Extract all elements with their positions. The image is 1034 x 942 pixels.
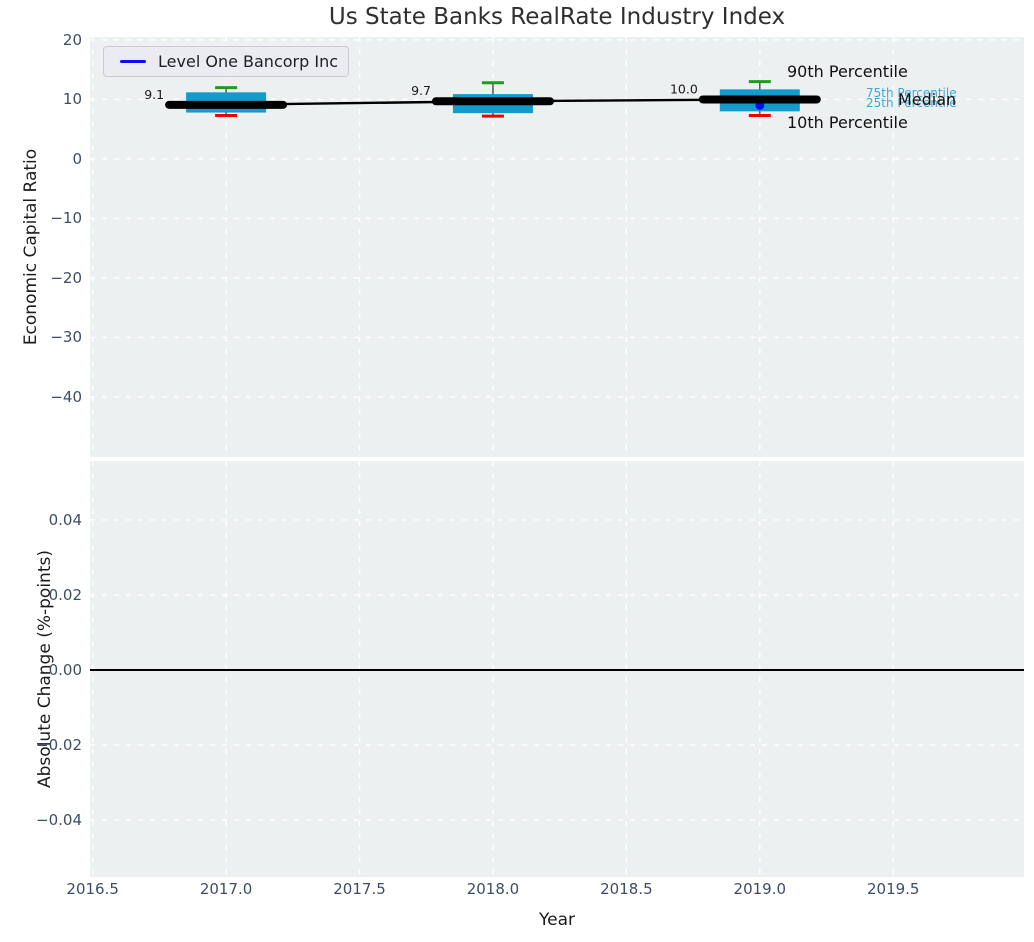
x-axis-label: Year bbox=[90, 910, 1024, 930]
x-tick-label: 2019.5 bbox=[867, 880, 920, 898]
legend-label: Level One Bancorp Inc bbox=[158, 52, 338, 71]
annotation-10th-percentile: 10th Percentile bbox=[787, 113, 908, 132]
y-tick-label-bottom: −0.02 bbox=[22, 736, 82, 754]
annotation-median: Median bbox=[898, 90, 956, 109]
y-tick-label-top: 10 bbox=[22, 90, 82, 108]
y-tick-label-bottom: 0.04 bbox=[22, 511, 82, 529]
x-tick-label: 2019.0 bbox=[734, 880, 787, 898]
y-tick-label-top: −30 bbox=[22, 328, 82, 346]
y-tick-label-bottom: 0.00 bbox=[22, 661, 82, 679]
x-tick-label: 2017.0 bbox=[200, 880, 253, 898]
y-tick-label-top: −10 bbox=[22, 209, 82, 227]
x-tick-label: 2018.0 bbox=[467, 880, 520, 898]
annotation-90th-percentile: 90th Percentile bbox=[787, 62, 908, 81]
chart-title: Us State Banks RealRate Industry Index bbox=[90, 4, 1024, 30]
bottom-plot-area bbox=[90, 461, 1024, 877]
chart-figure: Us State Banks RealRate Industry Index E… bbox=[0, 0, 1034, 942]
y-tick-label-top: 20 bbox=[22, 31, 82, 49]
y-tick-label-bottom: 0.02 bbox=[22, 586, 82, 604]
x-tick-label: 2018.5 bbox=[600, 880, 653, 898]
legend: Level One Bancorp Inc bbox=[103, 46, 349, 77]
y-tick-label-top: 0 bbox=[22, 150, 82, 168]
y-axis-label-top: Economic Capital Ratio bbox=[21, 149, 41, 345]
x-tick-label: 2016.5 bbox=[66, 880, 119, 898]
legend-line-swatch bbox=[120, 60, 146, 63]
y-tick-label-bottom: −0.04 bbox=[22, 811, 82, 829]
y-tick-label-top: −20 bbox=[22, 269, 82, 287]
y-tick-label-top: −40 bbox=[22, 388, 82, 406]
x-tick-label: 2017.5 bbox=[333, 880, 386, 898]
